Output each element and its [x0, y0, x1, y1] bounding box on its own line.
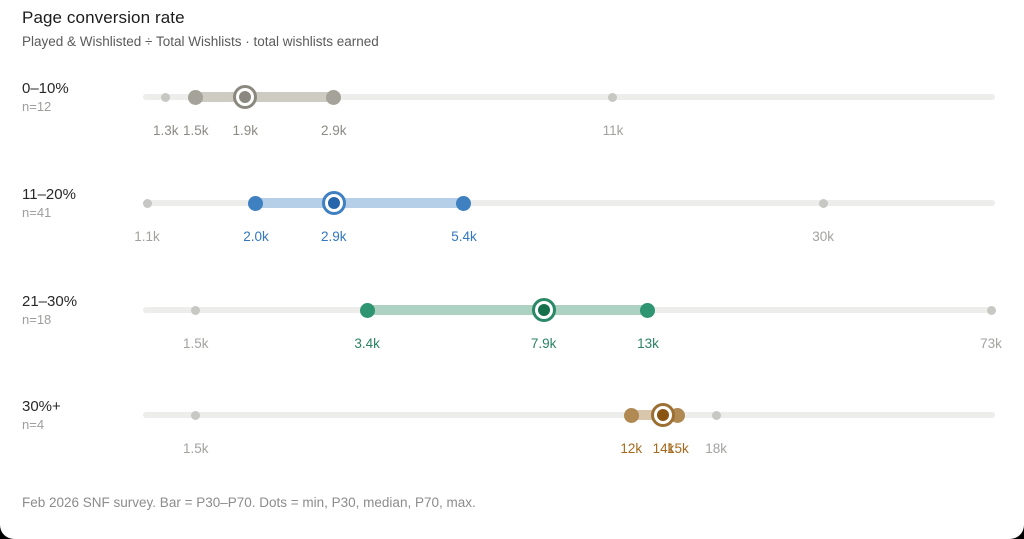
median-dot-inner	[327, 197, 340, 209]
min-dot[interactable]	[191, 305, 201, 315]
median-dot[interactable]	[321, 191, 346, 215]
median-dot-inner	[239, 91, 252, 103]
p30-value-label: 2.0k	[243, 229, 269, 244]
row-range-label: 11–20%	[22, 186, 76, 203]
row-head: 11–20% n=41	[22, 186, 134, 221]
p30-dot[interactable]	[623, 407, 639, 423]
min-value-label: 1.5k	[182, 336, 209, 351]
p70-value-label: 15k	[667, 441, 689, 456]
p70-value-label: 2.9k	[321, 123, 347, 138]
p70-value-label: 13k	[637, 336, 659, 351]
p70-dot[interactable]	[326, 89, 342, 105]
p30-dot[interactable]	[188, 89, 204, 105]
median-dot-inner	[537, 304, 550, 316]
median-value-label: 2.9k	[321, 229, 347, 244]
p30-dot[interactable]	[248, 195, 264, 211]
p30-p70-bar	[250, 198, 469, 208]
row-sample-size: n=41	[22, 205, 52, 220]
p30-value-label: 12k	[620, 441, 643, 456]
max-value-label: 18k	[705, 441, 727, 456]
median-dot[interactable]	[651, 403, 676, 427]
footer-note: Feb 2026 SNF survey. Bar = P30–P70. Dots…	[22, 495, 476, 510]
row-sample-size: n=18	[22, 312, 52, 327]
min-dot[interactable]	[161, 92, 171, 102]
max-dot[interactable]	[986, 305, 996, 315]
median-value-label: 14k	[652, 441, 675, 456]
row-head: 30%+ n=4	[22, 398, 134, 433]
min-value-label: 1.3k	[153, 123, 179, 138]
p70-dot[interactable]	[456, 195, 472, 211]
max-value-label: 30k	[812, 229, 834, 244]
row-head: 21–30% n=18	[22, 293, 134, 328]
row-range-label: 30%+	[22, 398, 61, 415]
row-head: 0–10% n=12	[22, 80, 134, 115]
range-track	[143, 94, 995, 100]
row-sample-size: n=12	[22, 99, 52, 114]
p30-dot[interactable]	[359, 302, 375, 318]
range-track	[143, 200, 995, 206]
max-dot[interactable]	[608, 92, 618, 102]
row-range-label: 0–10%	[22, 80, 69, 97]
p30-p70-bar	[190, 92, 339, 102]
max-value-label: 11k	[602, 123, 624, 138]
p30-p70-bar	[362, 305, 653, 315]
median-dot[interactable]	[531, 298, 556, 322]
row-sample-size: n=4	[22, 417, 45, 432]
p70-dot[interactable]	[640, 302, 656, 318]
min-dot[interactable]	[142, 198, 152, 208]
max-dot[interactable]	[818, 198, 828, 208]
p30-value-label: 3.4k	[354, 336, 380, 351]
max-dot[interactable]	[711, 410, 721, 420]
median-dot[interactable]	[233, 85, 258, 109]
range-track	[143, 412, 995, 418]
median-value-label: 1.9k	[232, 123, 258, 138]
max-value-label: 73k	[980, 336, 1002, 351]
page-title: Page conversion rate	[22, 8, 185, 27]
p30-value-label: 1.5k	[182, 123, 209, 138]
page-subtitle: Played & Wishlisted ÷ Total Wishlists · …	[22, 34, 379, 49]
median-dot-inner	[657, 409, 670, 421]
p70-value-label: 5.4k	[451, 229, 477, 244]
row-range-label: 21–30%	[22, 293, 78, 310]
min-dot[interactable]	[191, 410, 201, 420]
min-value-label: 1.5k	[182, 441, 209, 456]
min-value-label: 1.1k	[134, 229, 160, 244]
median-value-label: 7.9k	[530, 336, 557, 351]
